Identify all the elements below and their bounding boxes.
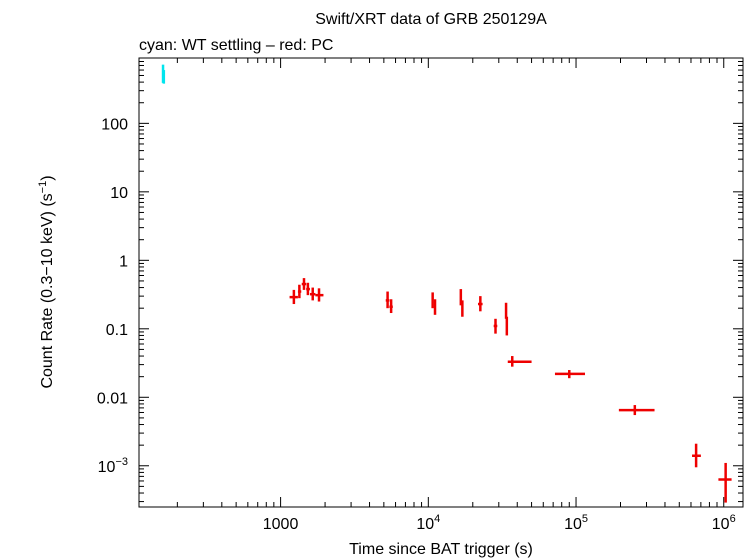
y-tick-label: 100 (101, 116, 128, 133)
x-tick-label-sup: 5 (582, 513, 588, 525)
data-point (162, 70, 166, 84)
data-point (433, 299, 437, 315)
x-tick-label-sup: 6 (730, 513, 736, 525)
y-tick-label: 10−3 (98, 456, 128, 476)
y-tick-label: 0.1 (106, 322, 128, 339)
y-axis-label: Count Rate (0.3−10 keV) (s−1) (37, 175, 56, 388)
x-tick-label-main: 1000 (263, 516, 299, 533)
data-point (289, 289, 298, 305)
y-tick-label-main: 0.01 (97, 390, 128, 407)
y-tick-label-main: 0.1 (106, 322, 128, 339)
x-tick-label-main: 10 (416, 516, 434, 533)
data-point (385, 291, 390, 309)
data-point (459, 289, 463, 306)
data-point (431, 292, 434, 309)
data-point (504, 302, 508, 319)
x-tick-label: 104 (416, 513, 440, 533)
data-point (505, 316, 509, 336)
y-tick-label: 0.01 (97, 390, 128, 407)
x-tick-label-sup: 4 (434, 513, 440, 525)
data-point (297, 284, 302, 299)
data-point (507, 356, 532, 367)
y-axis-label-main: Count Rate (0.3−10 keV) (s (39, 193, 56, 388)
chart-subtitle: cyan: WT settling – red: PC (139, 37, 333, 54)
data-point (306, 282, 310, 296)
data-point (309, 287, 316, 301)
plot-frame (138, 57, 744, 508)
y-tick-label-main: 100 (101, 116, 128, 133)
x-tick-label: 106 (712, 513, 736, 533)
y-tick-label-main: 1 (119, 253, 128, 270)
x-tick-label: 105 (564, 513, 588, 533)
x-tick-label: 1000 (263, 516, 299, 533)
y-tick-label-sup: −3 (115, 456, 128, 468)
data-point (389, 299, 393, 314)
y-tick-label: 1 (119, 253, 128, 270)
data-point (493, 318, 498, 334)
y-tick-label-main: 10 (110, 185, 128, 202)
x-tick-label-main: 10 (564, 516, 582, 533)
data-point (461, 300, 464, 317)
y-axis-label-end: ) (39, 175, 56, 180)
data-point (618, 405, 655, 416)
chart-title: Swift/XRT data of GRB 250129A (315, 11, 547, 28)
data-point (718, 462, 732, 503)
y-axis-label-sup: −1 (37, 181, 49, 194)
y-tick-label: 10 (110, 185, 128, 202)
data-marks (161, 64, 732, 503)
y-tick-label-main: 10 (98, 459, 116, 476)
data-point (315, 288, 324, 302)
data-point (554, 370, 585, 379)
x-axis-label: Time since BAT trigger (s) (349, 541, 533, 558)
x-tick-label-main: 10 (712, 516, 730, 533)
data-point (301, 278, 307, 290)
data-point (692, 443, 701, 468)
data-point (478, 296, 483, 312)
